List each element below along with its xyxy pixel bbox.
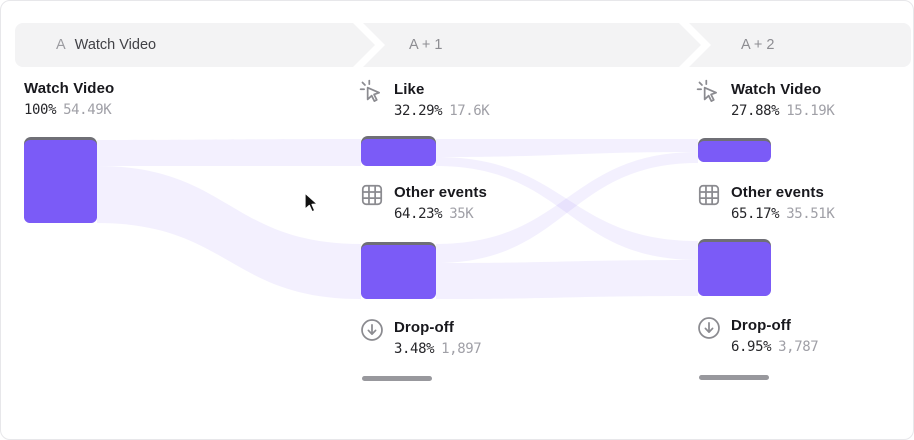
event-name: Watch Video xyxy=(731,81,822,98)
event-count: 35K xyxy=(449,206,474,222)
event-name: Watch Video xyxy=(24,80,115,97)
breadcrumb-step-label: A + 2 xyxy=(741,37,775,53)
event-name: Other events xyxy=(394,184,487,201)
dropoff-icon xyxy=(696,315,722,341)
event-percent: 64.23% xyxy=(394,206,443,222)
event-name: Drop-off xyxy=(394,319,454,336)
event-count: 1,897 xyxy=(441,341,482,357)
sankey-flow-otherevents-watchvideo xyxy=(436,152,698,263)
event-label-otherevents-a2[interactable]: Other events 65.17% 35.51K xyxy=(696,182,835,223)
sankey-node-watchvideo-step-a2[interactable] xyxy=(698,138,771,162)
event-stats: 32.29% 17.6K xyxy=(394,102,490,120)
breadcrumb-step-label: A + 1 xyxy=(409,37,443,53)
event-percent: 100% xyxy=(24,102,57,118)
event-percent: 65.17% xyxy=(731,206,780,222)
event-stats: 65.17% 35.51K xyxy=(731,205,835,223)
breadcrumb-step-label: Watch Video xyxy=(74,37,157,53)
dropoff-bar-a1 xyxy=(362,376,432,381)
event-label-watchvideo-a[interactable]: Watch Video 100% 54.49K xyxy=(24,80,114,119)
event-label-watchvideo-a2[interactable]: Watch Video 27.88% 15.19K xyxy=(696,79,835,120)
breadcrumb-step-a[interactable]: A Watch Video xyxy=(15,23,375,67)
event-stats: 27.88% 15.19K xyxy=(731,102,835,120)
event-label-dropoff-a2[interactable]: Drop-off 6.95% 3,787 xyxy=(696,315,819,356)
event-name: Other events xyxy=(731,184,824,201)
breadcrumb: A Watch Video A + 1 A + 2 xyxy=(1,23,913,67)
click-icon xyxy=(696,79,722,105)
event-label-like-a1[interactable]: Like 32.29% 17.6K xyxy=(359,79,490,120)
event-stats: 100% 54.49K xyxy=(24,101,114,119)
step-letter-badge: A xyxy=(56,37,66,53)
event-name: Drop-off xyxy=(731,317,791,334)
breadcrumb-step-a2[interactable]: A + 2 xyxy=(689,23,911,67)
sankey-node-like-step-a1[interactable] xyxy=(361,136,436,166)
sankey-node-otherevents-step-a2[interactable] xyxy=(698,239,771,296)
sankey-flow-watchvideo-like xyxy=(97,139,361,166)
event-percent: 3.48% xyxy=(394,341,435,357)
event-count: 54.49K xyxy=(63,102,112,118)
event-stats: 6.95% 3,787 xyxy=(731,338,819,356)
event-count: 3,787 xyxy=(778,339,819,355)
sankey-node-watchvideo-step-a[interactable] xyxy=(24,137,97,223)
sankey-flow-otherevents-otherevents xyxy=(436,260,698,299)
sankey-flow-like-watchvideo xyxy=(436,139,698,157)
grid-icon xyxy=(359,182,385,208)
click-icon xyxy=(359,79,385,105)
event-count: 17.6K xyxy=(449,103,490,119)
event-stats: 64.23% 35K xyxy=(394,205,487,223)
event-percent: 6.95% xyxy=(731,339,772,355)
event-label-dropoff-a1[interactable]: Drop-off 3.48% 1,897 xyxy=(359,317,482,358)
sankey-flow-watchvideo-otherevents xyxy=(97,166,361,299)
event-percent: 32.29% xyxy=(394,103,443,119)
event-percent: 27.88% xyxy=(731,103,780,119)
sankey-node-otherevents-step-a1[interactable] xyxy=(361,242,436,299)
dropoff-icon xyxy=(359,317,385,343)
event-count: 15.19K xyxy=(786,103,835,119)
mouse-cursor xyxy=(304,192,320,215)
event-name: Like xyxy=(394,81,425,98)
breadcrumb-step-a1[interactable]: A + 1 xyxy=(363,23,701,67)
sankey-flow-like-otherevents xyxy=(436,157,698,260)
grid-icon xyxy=(696,182,722,208)
event-label-otherevents-a1[interactable]: Other events 64.23% 35K xyxy=(359,184,487,223)
event-stats: 3.48% 1,897 xyxy=(394,340,482,358)
dropoff-bar-a2 xyxy=(699,375,769,380)
event-count: 35.51K xyxy=(786,206,835,222)
